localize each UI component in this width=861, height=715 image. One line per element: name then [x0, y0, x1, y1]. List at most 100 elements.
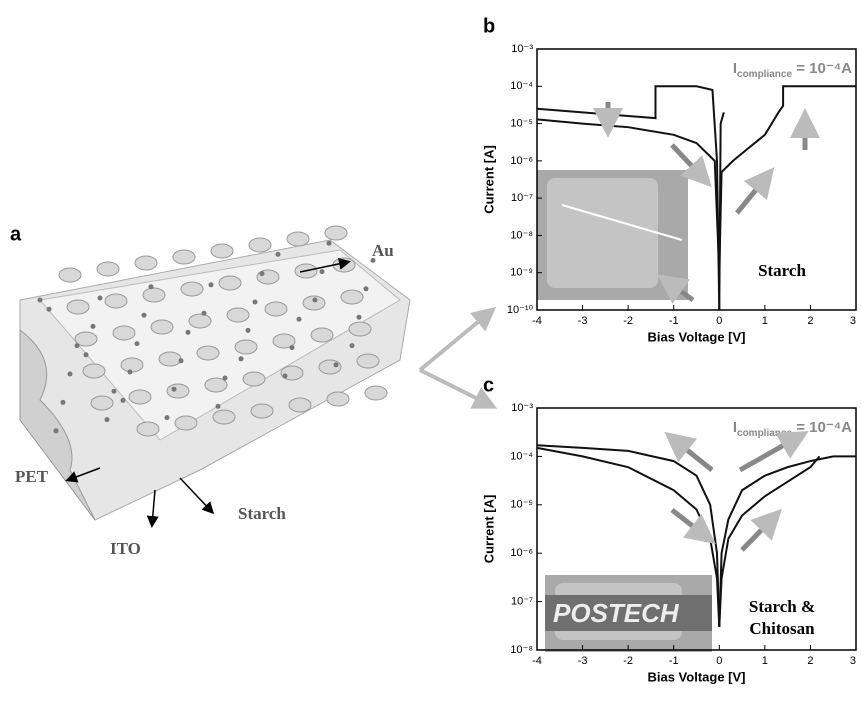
y-tick-label: 10⁻¹⁰ [507, 304, 534, 316]
panel-label: a [10, 223, 22, 245]
particle [61, 400, 66, 405]
y-tick-label: 10⁻⁶ [510, 155, 533, 167]
particle [75, 343, 80, 348]
x-tick-label: 2 [807, 655, 813, 667]
particle [209, 282, 214, 287]
particle [253, 300, 258, 305]
y-tick-label: 10⁻³ [511, 402, 533, 414]
x-tick-label: -3 [578, 655, 588, 667]
particle [357, 315, 362, 320]
x-tick-label: -1 [669, 315, 679, 327]
particle [142, 313, 147, 318]
x-tick-label: -4 [532, 315, 542, 327]
electrode [243, 372, 265, 386]
sweep-arrow [742, 516, 775, 550]
x-axis-label: Bias Voltage [V] [647, 329, 745, 344]
particle [38, 298, 43, 303]
electrode [211, 244, 233, 258]
electrode [311, 328, 333, 342]
electrode [129, 390, 151, 404]
electrode [83, 364, 105, 378]
particle [149, 284, 154, 289]
particle [327, 241, 332, 246]
annotation-part: = 10⁻⁴A [792, 419, 852, 436]
annotation-part: compliance [737, 428, 792, 439]
label-starch: Starch [238, 504, 286, 523]
x-tick-label: -4 [532, 655, 542, 667]
particle [186, 330, 191, 335]
annotation-part: = 10⁻⁴A [792, 60, 852, 77]
electrode [151, 320, 173, 334]
panel-label: c [483, 374, 494, 396]
electrode [173, 250, 195, 264]
electrode [249, 238, 271, 252]
y-tick-label: 10⁻⁵ [510, 117, 533, 129]
particle [223, 376, 228, 381]
y-tick-label: 10⁻⁷ [511, 192, 533, 204]
electrode [265, 302, 287, 316]
electrode [159, 352, 181, 366]
inset-photo-detail [547, 178, 658, 288]
particle [313, 298, 318, 303]
electrode [227, 308, 249, 322]
annotation: Icompliance = 10⁻⁴A [733, 419, 852, 439]
connector-arrow [420, 370, 490, 405]
y-tick-label: 10⁻⁴ [510, 450, 533, 462]
x-tick-label: 1 [762, 655, 768, 667]
electrode [213, 410, 235, 424]
particle [320, 269, 325, 274]
x-tick-label: 2 [807, 315, 813, 327]
sample-label: Chitosan [749, 619, 815, 638]
particle [91, 324, 96, 329]
electrode [113, 326, 135, 340]
annotation-part: compliance [737, 69, 792, 80]
electrode [219, 276, 241, 290]
electrode [181, 282, 203, 296]
electrode [143, 288, 165, 302]
particle [334, 362, 339, 367]
electrode [137, 422, 159, 436]
particle [179, 358, 184, 363]
particle [105, 417, 110, 422]
x-tick-label: 0 [716, 315, 722, 327]
electrode [319, 360, 341, 374]
electrode [341, 290, 363, 304]
x-tick-label: -2 [623, 655, 633, 667]
figure: a Au PET ITO Starch 10⁻¹⁰10⁻⁹10⁻⁸10⁻⁷10⁻… [0, 0, 861, 710]
y-tick-label: 10⁻⁵ [510, 499, 533, 511]
electrode [91, 396, 113, 410]
electrode [97, 262, 119, 276]
particle [47, 307, 52, 312]
electrode [349, 322, 371, 336]
connector-arrow [420, 312, 490, 370]
arrow [180, 478, 212, 512]
particle [297, 317, 302, 322]
y-axis-label: Current [A] [481, 495, 496, 564]
electrode [135, 256, 157, 270]
annotation: Icompliance = 10⁻⁴A [733, 60, 852, 80]
electrode [175, 416, 197, 430]
electrode [67, 300, 89, 314]
particle [84, 352, 89, 357]
sample-label: Starch & [749, 597, 815, 616]
x-axis-label: Bias Voltage [V] [647, 669, 745, 684]
sweep-arrow [740, 436, 800, 470]
electrode [235, 340, 257, 354]
particle [68, 372, 73, 377]
inset-text: POSTECH [553, 598, 680, 628]
label-ito: ITO [110, 539, 141, 558]
electrode [325, 226, 347, 240]
x-tick-label: 1 [762, 315, 768, 327]
particle [216, 404, 221, 409]
y-tick-label: 10⁻⁸ [510, 229, 533, 241]
x-tick-label: -1 [669, 655, 679, 667]
sweep-arrow [672, 438, 712, 470]
particle [98, 296, 103, 301]
electrode [289, 398, 311, 412]
x-tick-label: 0 [716, 655, 722, 667]
particle [202, 311, 207, 316]
particle [276, 252, 281, 257]
particle [121, 398, 126, 403]
panel-label: b [483, 15, 495, 37]
electrode [251, 404, 273, 418]
